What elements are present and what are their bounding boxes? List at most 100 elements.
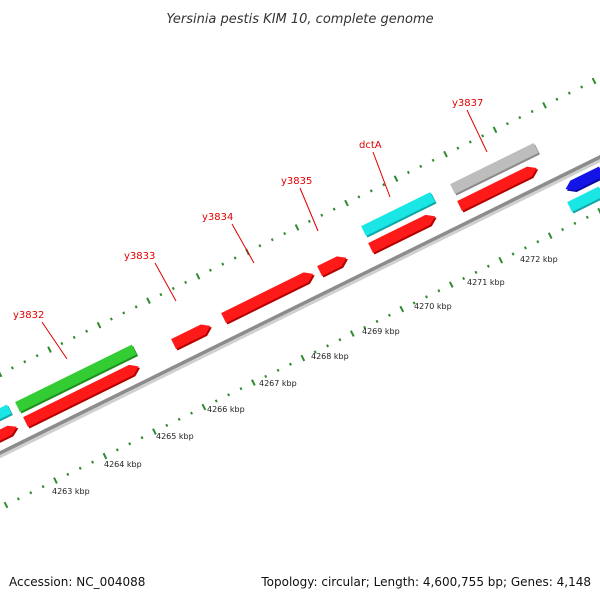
tick-mark [542,102,547,109]
tick-mark [313,350,317,354]
tick-mark [177,417,181,421]
genome-title: Yersinia pestis KIM 10, complete genome [166,12,433,27]
tick-mark [152,428,157,435]
tick-mark [486,264,490,268]
tick-mark [573,221,577,226]
tick-mark [276,368,280,372]
tick-mark [264,374,268,379]
tick-mark [85,329,89,333]
tick-mark [270,238,274,242]
tick-mark [561,227,565,232]
backbone-shadow [0,156,600,458]
tick-mark [344,199,349,207]
feature-red [368,214,436,253]
tick-mark [53,477,58,484]
tick-mark [406,170,410,175]
tick-mark [134,305,138,309]
tick-mark [41,485,45,489]
gene-label-dctA: dctA [359,140,382,151]
tick-mark [239,387,243,391]
backbone-core [0,155,600,455]
leader-line-y3835 [299,187,319,232]
tick-mark [201,403,207,411]
tick-mark [387,313,391,317]
tick-mark [60,341,64,346]
tick-mark [78,466,82,470]
tick-mark [338,338,342,342]
gene-label-y3833: y3833 [124,251,155,262]
tick-mark [294,224,300,231]
tick-mark [23,360,27,364]
feature-tracks [0,142,600,443]
tick-mark [448,281,454,288]
tick-mark [332,207,336,211]
tick-mark [146,297,151,305]
tick-mark [140,436,144,440]
tick-mark [288,362,292,366]
tick-mark [492,126,498,134]
feature-red [23,364,139,427]
tick-mark [419,164,423,169]
tick-mark [214,399,218,403]
tick-mark [399,305,405,313]
feature-cyan [361,192,436,236]
tick-mark [47,346,52,353]
kbp-label: 4272 kbp [520,255,558,264]
tick-mark [96,321,102,329]
tick-mark [523,246,527,250]
tick-mark [258,244,262,248]
kbp-label: 4266 kbp [207,405,245,414]
tick-mark [462,276,466,281]
feature-gray [450,142,539,194]
tick-mark [468,140,472,144]
tick-mark [456,146,460,150]
backbone-line [0,155,600,458]
tick-mark [518,115,522,120]
tick-mark [375,319,379,323]
tick-mark [233,256,237,260]
feature-cyan [0,404,12,420]
tick-mark [431,158,435,162]
tick-mark [72,335,76,339]
kbp-label: 4264 kbp [104,460,142,469]
accession-text: Accession: NC_004088 [9,575,145,589]
tick-mark [349,330,355,337]
tick-mark [10,366,14,370]
tick-mark [109,317,113,321]
kbp-label: 4265 kbp [156,432,194,441]
gene-label-y3832: y3832 [13,310,44,321]
tick-mark [208,268,212,272]
leader-line-dctA [372,151,391,198]
tick-mark [0,371,3,378]
tick-mark [251,379,256,386]
leader-line-y3834 [231,223,255,264]
tick-mark [363,325,367,330]
tick-mark [585,215,589,219]
feature-red [457,166,537,211]
tick-mark [300,354,306,362]
tick-mark [128,442,132,446]
tick-mark [530,109,534,114]
feature-green [15,344,137,412]
tick-mark [498,256,504,264]
tick-mark [425,295,428,299]
tick-mark [326,344,330,348]
tick-mark [3,501,9,509]
tick-mark [171,286,175,291]
tick-mark [16,497,20,501]
kbp-label-layer: 4263 kbp 4264 kbp 4265 kbp 4266 kbp 4267 kbp… [52,255,558,496]
tick-mark [122,311,126,315]
tick-mark [221,262,225,266]
inner-tick-ring [3,207,600,509]
tick-mark [165,423,169,428]
tick-mark [591,77,597,85]
tick-mark [184,280,188,285]
tick-mark [547,232,553,239]
tick-mark [102,452,108,460]
leader-line-y3832 [41,321,68,360]
tick-mark [307,219,311,223]
kbp-label: 4269 kbp [362,327,400,336]
tick-mark [115,448,119,452]
label-leader-lines [41,109,488,360]
